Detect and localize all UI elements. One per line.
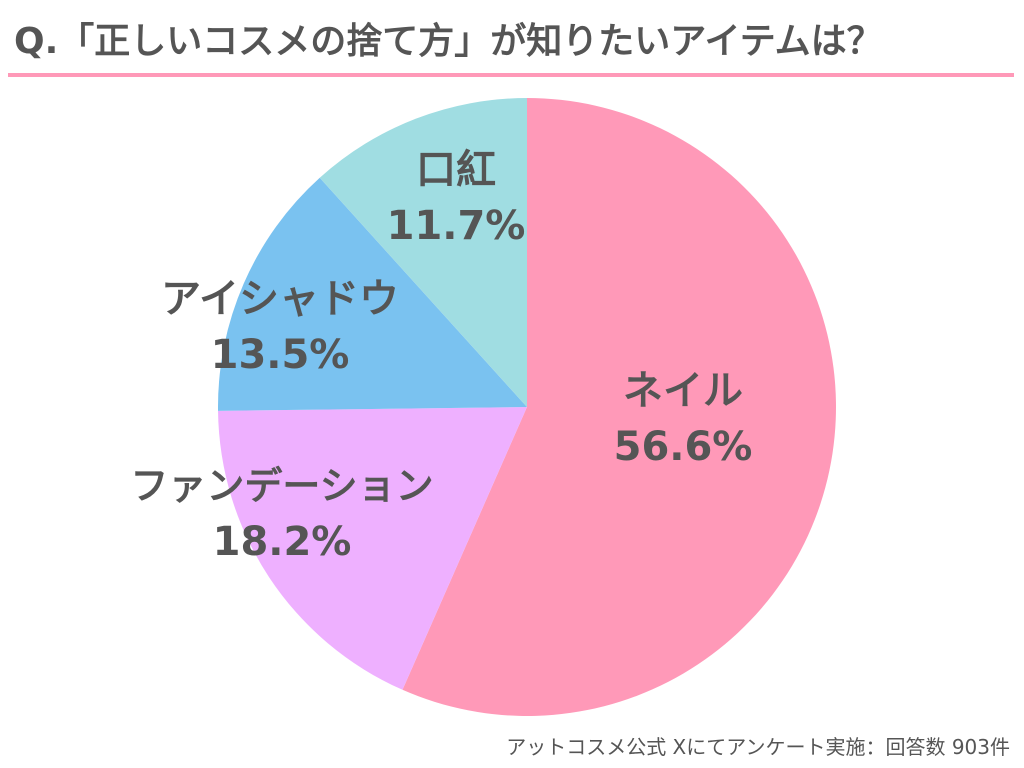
title-underline: [8, 73, 1014, 77]
pie-slices: [217, 98, 836, 717]
slice-label: 口紅: [416, 147, 496, 193]
pie-slice: [402, 98, 836, 717]
slice-value-label: 13.5%: [211, 332, 350, 378]
slice-label: ファンデーション: [130, 464, 433, 508]
slice-value-label: 56.6%: [614, 424, 753, 470]
slice-label: ネイル: [623, 368, 743, 414]
slice-value-label: 18.2%: [213, 519, 352, 565]
pie-labels: ネイル 56.6% ファンデーション 18.2% アイシャドウ 13.5% 口紅 11.7%: [130, 147, 752, 565]
slice-value-label: 11.7%: [387, 203, 526, 249]
pie-slice: [218, 407, 527, 690]
source-note: アットコスメ公式 Xにてアンケート実施：回答数 903件: [506, 735, 1010, 759]
slice-label: アイシャドウ: [161, 276, 399, 322]
pie-slice: [319, 98, 527, 407]
pie-slice: [217, 177, 527, 411]
chart-title: Q.「正しいコスメの捨て方」が知りたいアイテムは？: [14, 21, 883, 62]
